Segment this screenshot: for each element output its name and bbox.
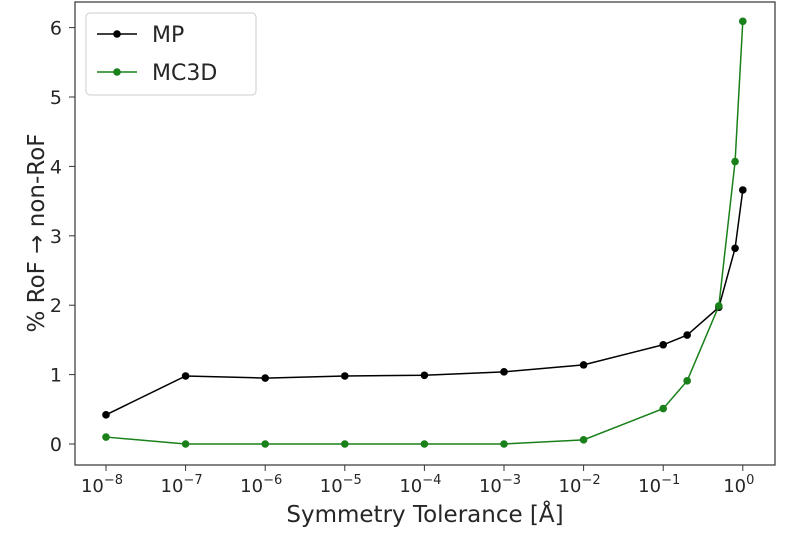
data-point-mp (341, 372, 349, 380)
data-point-mp (579, 361, 588, 369)
data-point-mp (731, 244, 739, 253)
data-point-mp (659, 340, 667, 349)
series-line-mp (105, 189, 744, 416)
x-tick-label: 100 (723, 473, 754, 497)
x-tick-label: 10−5 (320, 473, 362, 497)
data-point-mc3d (579, 436, 588, 444)
data-point-mc3d (683, 377, 691, 385)
data-point-mc3d (500, 440, 508, 448)
data-point-mp (181, 372, 190, 380)
data-point-mc3d (261, 440, 270, 448)
data-point-mp (683, 331, 691, 339)
y-tick-label: 6 (50, 18, 62, 40)
data-point-mc3d (341, 440, 349, 448)
x-tick-label: 10−6 (240, 473, 282, 497)
y-tick-label: 4 (50, 156, 62, 178)
x-tick-label: 10−2 (559, 473, 601, 497)
data-point-mc3d (659, 404, 667, 413)
series-layer (102, 17, 747, 448)
y-tick-label: 0 (50, 434, 62, 456)
plot-frame (74, 1, 776, 466)
series-line-mc3d (105, 21, 744, 445)
legend-marker (113, 68, 121, 76)
y-tick-label: 3 (50, 226, 62, 248)
x-axis-label: Symmetry Tolerance [Å] (286, 500, 563, 528)
data-point-mc3d (102, 433, 110, 441)
data-point-mp (261, 374, 270, 382)
axes: 10−8 10−7 10−6 10−5 10−4 10−3 10−2 10−1 100 0 1 2 3 4… (50, 18, 754, 497)
data-point-mp (102, 411, 110, 419)
data-point-mp (739, 186, 747, 194)
legend-marker (113, 30, 121, 38)
x-tick-label: 10−1 (638, 473, 680, 497)
data-point-mc3d (181, 440, 190, 448)
x-tick-label: 10−3 (479, 473, 521, 497)
x-tick-label: 10−4 (399, 473, 441, 497)
x-tick-label: 10−7 (161, 473, 203, 497)
y-tick-label: 2 (50, 295, 62, 317)
legend-label: MP (152, 23, 184, 48)
y-tick-label: 1 (50, 365, 62, 387)
data-point-mc3d (715, 302, 723, 310)
data-point-mc3d (739, 17, 747, 26)
x-tick-label: 10−8 (81, 473, 123, 497)
legend-label: MC3D (152, 61, 217, 86)
y-axis-label: % RoF → non-RoF (24, 133, 50, 332)
y-tick-label: 5 (50, 87, 62, 109)
legend: MP MC3D (85, 12, 257, 96)
data-point-mp (500, 368, 508, 376)
data-point-mc3d (420, 440, 429, 448)
data-point-mp (420, 371, 429, 380)
data-point-mc3d (731, 157, 739, 166)
